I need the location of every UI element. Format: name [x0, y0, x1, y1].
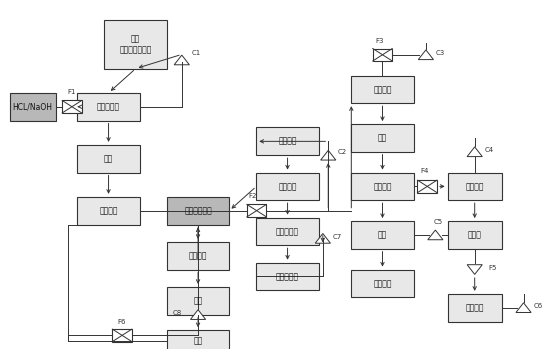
Text: 水解，中和: 水解，中和 [97, 102, 120, 111]
Bar [256, 263, 319, 290]
Bar [77, 197, 140, 225]
Bar [247, 205, 266, 217]
Text: C8: C8 [173, 310, 182, 316]
Text: 脱色: 脱色 [104, 154, 113, 163]
Polygon shape [418, 50, 433, 59]
Text: F5: F5 [488, 265, 496, 271]
Polygon shape [321, 150, 336, 160]
Text: C2: C2 [338, 149, 347, 155]
Bar [9, 93, 56, 121]
Text: 蒸发浓缩: 蒸发浓缩 [278, 137, 297, 146]
Text: F3: F3 [375, 38, 384, 44]
Text: 产品包装: 产品包装 [373, 279, 392, 288]
Text: 色谱分离: 色谱分离 [278, 182, 297, 191]
Text: C5: C5 [433, 219, 443, 225]
Text: 烘干: 烘干 [378, 231, 387, 239]
Polygon shape [516, 303, 531, 313]
Text: 蔗糖
（甘蔗浓缩汁）: 蔗糖 （甘蔗浓缩汁） [119, 34, 152, 55]
Text: 葡萄糖富集液: 葡萄糖富集液 [184, 206, 212, 215]
Bar [62, 100, 82, 113]
Bar [418, 180, 437, 193]
Bar [351, 124, 414, 152]
Text: F4: F4 [420, 168, 429, 174]
Polygon shape [174, 55, 190, 65]
Bar [256, 127, 319, 155]
Bar [351, 221, 414, 249]
Text: 蒸发浓缩: 蒸发浓缩 [189, 251, 207, 260]
Text: C4: C4 [484, 147, 494, 153]
Bar [351, 76, 414, 103]
Polygon shape [467, 265, 482, 275]
Bar [167, 242, 229, 270]
Text: 调配罐: 调配罐 [468, 231, 482, 239]
Bar [448, 221, 502, 249]
Text: 果糖富集液: 果糖富集液 [276, 227, 299, 236]
Bar [448, 172, 502, 200]
Text: 离子交换: 离子交换 [99, 206, 118, 215]
Text: 蒸发浓缩: 蒸发浓缩 [373, 85, 392, 94]
Text: 结晶: 结晶 [378, 133, 387, 143]
Bar [351, 270, 414, 297]
Bar [351, 172, 414, 200]
Bar [256, 218, 319, 245]
Text: C3: C3 [436, 50, 445, 56]
Bar [77, 145, 140, 172]
Bar [167, 287, 229, 315]
Bar [105, 20, 167, 69]
Text: HCL/NaOH: HCL/NaOH [13, 102, 53, 111]
Text: 离心分离: 离心分离 [373, 182, 392, 191]
Text: 脱色: 脱色 [193, 336, 203, 345]
Bar [373, 49, 392, 61]
Bar [112, 329, 132, 341]
Text: 结晶母液: 结晶母液 [465, 182, 484, 191]
Bar [256, 172, 319, 200]
Bar [448, 294, 502, 321]
Text: F1: F1 [68, 89, 76, 95]
Text: C7: C7 [333, 234, 342, 240]
Polygon shape [428, 230, 443, 240]
Text: F6: F6 [118, 319, 127, 325]
Text: 异构: 异构 [193, 296, 203, 305]
Text: 高果糖浆: 高果糖浆 [465, 303, 484, 312]
Text: F2: F2 [248, 193, 256, 199]
Polygon shape [315, 233, 330, 243]
Polygon shape [467, 147, 482, 157]
Polygon shape [191, 310, 206, 319]
Bar [77, 93, 140, 121]
Text: C1: C1 [192, 50, 201, 56]
Text: 纳滤膜系统: 纳滤膜系统 [276, 272, 299, 281]
Bar [167, 330, 229, 351]
Bar [167, 197, 229, 225]
Text: C6: C6 [533, 303, 543, 309]
